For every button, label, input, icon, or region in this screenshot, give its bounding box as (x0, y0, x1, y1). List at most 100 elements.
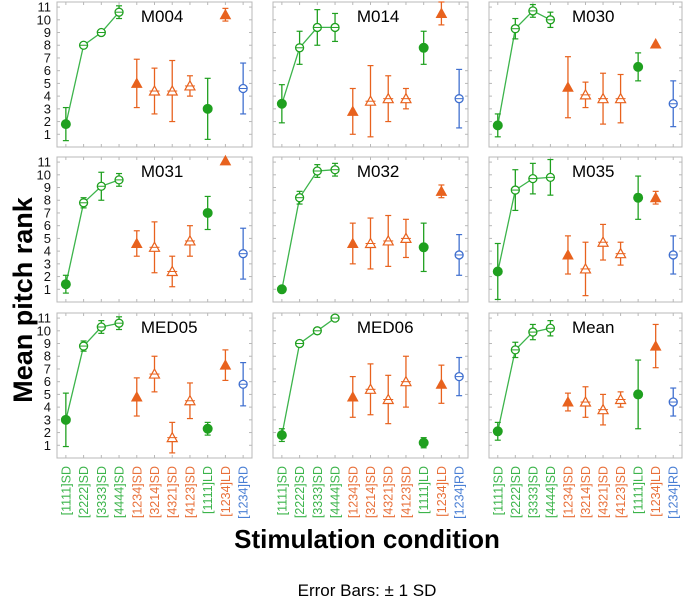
x-category-label: [4123]SD (399, 466, 413, 518)
sd-trend-line (497, 176, 551, 272)
y-tick-label: 9 (44, 180, 51, 195)
y-tick-label: 8 (44, 193, 51, 208)
y-tick-label: 10 (37, 12, 51, 27)
panel-title: M031 (141, 162, 184, 181)
x-category-label: [1234]LD (219, 466, 233, 517)
x-category-label: [1234]RD (667, 466, 681, 519)
x-category-label: [3214]SD (364, 466, 378, 518)
x-category-label: [1234]SD (346, 466, 360, 518)
data-point-1234ld (435, 185, 448, 196)
y-tick-label: 1 (44, 438, 51, 453)
panel-mean: Mean[1111]SD [2222]SD [3333]SD [4444]SD [123… (488, 312, 683, 519)
data-point-1234sd (346, 105, 359, 116)
x-category-label: [4444]SD (113, 466, 127, 518)
y-tick-label: 9 (44, 336, 51, 351)
x-category-label: [1111]LD (201, 466, 215, 514)
panel-title: M004 (141, 7, 184, 26)
x-category-label: [4444]SD (329, 466, 343, 518)
sd-trend-line (65, 179, 120, 285)
panel-title: M014 (357, 7, 400, 26)
x-category-label: [1234]SD (561, 466, 575, 518)
data-point-1111ld (633, 192, 644, 203)
y-tick-label: 3 (44, 256, 51, 271)
y-tick-label: 5 (44, 387, 51, 402)
sd-trend-line (497, 10, 551, 126)
y-tick-label: 2 (44, 269, 51, 284)
data-point-1111ld (418, 42, 429, 53)
x-category-label: [4321]SD (597, 466, 611, 518)
x-category-label: [1111]LD (632, 466, 646, 514)
x-category-label: [2222]SD (77, 466, 91, 518)
y-tick-label: 3 (44, 412, 51, 427)
data-point-1234sd (130, 237, 143, 248)
panel-title: M035 (572, 162, 615, 181)
data-point-1234sd (346, 390, 359, 402)
data-point-1234ld (649, 191, 662, 203)
y-tick-label: 10 (37, 323, 51, 338)
y-tick-label: 2 (44, 425, 51, 440)
x-category-label: [1111]SD (275, 466, 289, 515)
error-bar-note: Error Bars: ± 1 SD (298, 581, 437, 600)
y-tick-label: 7 (44, 205, 51, 220)
y-tick-label: 11 (38, 311, 52, 326)
data-point-1234ld (649, 340, 662, 351)
y-tick-label: 1 (44, 127, 51, 142)
y-tick-label: 7 (44, 50, 51, 65)
data-point-1234ld (649, 37, 662, 49)
data-point-1111ld (418, 437, 429, 448)
x-category-label: [3333]SD (526, 466, 540, 518)
x-category-label: [3333]SD (311, 466, 325, 518)
panel-m014: M014 (272, 1, 469, 148)
y-tick-label: 2 (44, 114, 51, 129)
y-axis-title: Mean pitch rank (8, 196, 38, 403)
panel-title: M030 (572, 7, 615, 26)
data-point-1111ld (202, 207, 213, 218)
data-point-1234sd (130, 77, 143, 88)
data-point-1111ld (418, 242, 429, 253)
x-category-label: [4321]SD (382, 466, 396, 518)
panel-med06: MED06[1111]SD [2222]SD [3333]SD [4444]SD [12… (272, 312, 469, 519)
y-tick-label: 7 (44, 361, 51, 376)
y-tick-label: 8 (44, 38, 51, 53)
panel-title: Mean (572, 318, 615, 337)
y-tick-label: 11 (38, 155, 52, 170)
x-category-label: [3333]SD (95, 466, 109, 518)
data-point-1111ld (202, 423, 213, 434)
y-tick-label: 5 (44, 76, 51, 91)
x-category-label: [1111]SD (59, 466, 73, 515)
sd-trend-line (281, 169, 336, 290)
y-tick-label: 11 (38, 0, 52, 15)
data-point-1234ld (219, 359, 232, 370)
y-tick-label: 6 (44, 374, 51, 389)
y-tick-label: 1 (44, 282, 51, 297)
sd-trend-line (281, 26, 335, 104)
y-tick-label: 9 (44, 25, 51, 40)
y-tick-label: 6 (44, 63, 51, 78)
sd-trend-line (65, 322, 120, 420)
y-tick-label: 6 (44, 218, 51, 233)
data-point-1111ld (202, 103, 213, 114)
data-point-1111sd (276, 430, 287, 441)
data-point-1234ld (219, 154, 232, 166)
x-category-label: [1234]SD (130, 466, 144, 518)
data-point-1234ld (435, 378, 448, 389)
x-category-label: [4123]SD (183, 466, 197, 518)
x-axis-title: Stimulation condition (234, 524, 500, 554)
x-category-label: [4444]SD (544, 466, 558, 518)
data-point-1234sd (346, 237, 359, 248)
x-category-label: [3214]SD (579, 466, 593, 518)
panel-m032: M032 (272, 156, 469, 303)
y-tick-label: 4 (44, 400, 51, 415)
x-category-label: [2222]SD (293, 466, 307, 518)
data-point-1111sd (492, 426, 503, 437)
y-tick-label: 4 (44, 244, 51, 259)
x-category-label: [1234]RD (237, 466, 251, 519)
x-category-label: [1234]RD (453, 466, 467, 519)
data-point-1234sd (562, 396, 574, 407)
sd-trend-line (281, 317, 336, 436)
x-category-label: [1234]LD (435, 466, 449, 517)
sd-trend-line (65, 11, 120, 125)
data-point-1111sd (492, 120, 503, 131)
